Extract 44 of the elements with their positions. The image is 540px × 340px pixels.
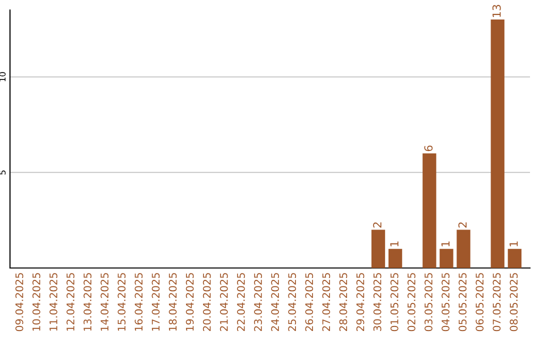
x-tick-label: 29.04.2025 [356, 273, 364, 332]
x-tick-label: 06.05.2025 [476, 273, 484, 332]
x-tick-label: 18.04.2025 [168, 273, 177, 331]
bar [490, 20, 504, 268]
x-tick-label: 02.05.2025 [408, 273, 416, 332]
x-tick-label: 30.04.2025 [373, 273, 382, 332]
x-tick-label: 25.04.2025 [288, 273, 296, 332]
x-tick-label: 12.04.2025 [66, 273, 74, 331]
x-tick-label: 28.04.2025 [339, 273, 348, 332]
x-tick-label: 08.05.2025 [510, 273, 518, 332]
x-tick-label: 22.04.2025 [237, 273, 245, 332]
x-tick-label: 01.05.2025 [390, 273, 398, 332]
bar [422, 153, 436, 268]
x-tick-label: 15.04.2025 [118, 273, 126, 331]
data-label: 1 [390, 241, 398, 246]
data-label: 1 [441, 241, 450, 246]
bar [508, 248, 522, 268]
data-label: 2 [458, 222, 467, 228]
bar [388, 248, 402, 268]
x-tick-label: 19.04.2025 [186, 273, 194, 331]
data-label: 13 [492, 4, 501, 17]
x-tick-label: 09.04.2025 [15, 273, 24, 332]
x-tick-label: 11.04.2025 [49, 273, 58, 331]
bar [371, 230, 386, 268]
x-tick-label: 16.04.2025 [134, 273, 143, 331]
x-tick-label: 14.04.2025 [100, 273, 108, 331]
x-tick-label: 10.04.2025 [32, 273, 40, 331]
x-tick-label: 03.05.2025 [424, 273, 432, 332]
x-tick-label: 17.04.2025 [152, 273, 160, 331]
x-tick-label: 21.04.2025 [220, 273, 228, 332]
x-tick-label: 23.04.2025 [254, 273, 262, 332]
x-tick-label: 04.05.2025 [442, 273, 450, 332]
x-tick-label: 24.04.2025 [271, 273, 279, 332]
data-label: 2 [373, 222, 382, 228]
x-tick-label: 05.05.2025 [458, 273, 467, 332]
x-tick-label: 26.04.2025 [305, 273, 314, 332]
bar [440, 248, 454, 268]
data-label: 1 [510, 241, 518, 246]
x-tick-label: 07.05.2025 [492, 273, 501, 332]
bar [456, 230, 470, 268]
x-tick-label: 27.04.2025 [322, 273, 330, 332]
data-label: 6 [424, 146, 433, 152]
x-tick-label: 20.04.2025 [202, 273, 211, 332]
x-tick-label: 13.04.2025 [84, 273, 92, 331]
